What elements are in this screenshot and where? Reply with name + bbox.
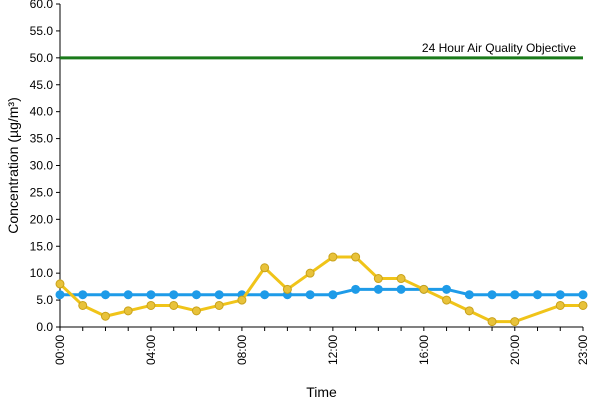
- series-1-point: [214, 290, 224, 300]
- y-tick-label: 55.0: [30, 24, 54, 38]
- y-tick-label: 35.0: [30, 132, 54, 146]
- series-2-point: [419, 284, 429, 294]
- series-1-point: [169, 290, 179, 300]
- series-1-point: [260, 290, 270, 300]
- series-2-point: [328, 252, 338, 262]
- series-2-point: [351, 252, 361, 262]
- series-2-point: [169, 300, 179, 310]
- series-1-point: [578, 290, 588, 300]
- x-tick-label: 20:00: [508, 335, 522, 365]
- y-tick-label: 10.0: [30, 266, 54, 280]
- series-2-point: [510, 317, 520, 327]
- series-1-point: [100, 290, 110, 300]
- series-1-point: [373, 284, 383, 294]
- series-2-point: [487, 317, 497, 327]
- series-2-line: [58, 255, 583, 324]
- x-tick-label: 12:00: [326, 335, 340, 365]
- series-2-point: [555, 300, 565, 310]
- series-2-point: [373, 274, 383, 284]
- series-2-point: [78, 300, 88, 310]
- series-2-point: [442, 295, 452, 305]
- series-1-point: [55, 290, 65, 300]
- series-1: [55, 284, 588, 300]
- x-tick-label: 16:00: [417, 335, 431, 365]
- series-1-point: [191, 290, 201, 300]
- series-1-point: [510, 290, 520, 300]
- x-tick-label: 08:00: [235, 335, 249, 365]
- series-1-point: [328, 290, 338, 300]
- y-tick-label: 20.0: [30, 212, 54, 226]
- reference-line-group: 24 Hour Air Quality Objective: [60, 41, 583, 60]
- series-2-point: [578, 300, 588, 310]
- series-2-point: [396, 274, 406, 284]
- series-1-point: [442, 284, 452, 294]
- x-tick-label: 04:00: [144, 335, 158, 365]
- series-layer: [55, 252, 588, 327]
- series-2-point: [100, 311, 110, 321]
- y-tick-label: 45.0: [30, 78, 54, 92]
- y-tick-label: 40.0: [30, 105, 54, 119]
- x-tick-label: 00:00: [53, 335, 67, 365]
- y-axis-title: Concentration (µg/m³): [5, 97, 21, 233]
- series-1-line: [60, 287, 583, 297]
- series-2-point: [55, 279, 65, 289]
- x-tick-label: 23:00: [576, 335, 590, 365]
- series-2-point: [214, 300, 224, 310]
- series-2-point: [260, 263, 270, 273]
- x-axis-title: Time: [306, 384, 337, 400]
- series-2-point: [123, 306, 133, 316]
- series-1-point: [123, 290, 133, 300]
- x-tick-labels: 00:00 04:00 08:00 12:00 16:00 20:00 23:00: [53, 327, 590, 365]
- series-2-point: [146, 300, 156, 310]
- series-1-point: [487, 290, 497, 300]
- series-1-point: [396, 284, 406, 294]
- y-tick-label: 60.0: [30, 0, 54, 11]
- series-1-point: [78, 290, 88, 300]
- series-1-point: [351, 284, 361, 294]
- y-tick-label: 0.0: [36, 320, 53, 334]
- air-quality-objective-label: 24 Hour Air Quality Objective: [422, 41, 576, 55]
- y-tick-labels: 0.0 5.0 10.0 15.0 20.0 25.0 30.0 35.0 40.0 45.0 50…: [30, 0, 60, 334]
- series-1-point: [533, 290, 543, 300]
- series-2: [55, 252, 588, 327]
- y-tick-label: 5.0: [36, 293, 53, 307]
- series-1-point: [555, 290, 565, 300]
- series-2-point: [191, 306, 201, 316]
- series-2-point: [237, 295, 247, 305]
- series-2-point: [305, 268, 315, 278]
- series-1-point: [305, 290, 315, 300]
- y-tick-label: 25.0: [30, 185, 54, 199]
- series-2-point: [282, 284, 292, 294]
- y-tick-label: 30.0: [30, 159, 54, 173]
- series-2-point: [464, 306, 474, 316]
- y-tick-label: 50.0: [30, 51, 54, 65]
- series-1-point: [464, 290, 474, 300]
- series-1-point: [146, 290, 156, 300]
- y-tick-label: 15.0: [30, 239, 54, 253]
